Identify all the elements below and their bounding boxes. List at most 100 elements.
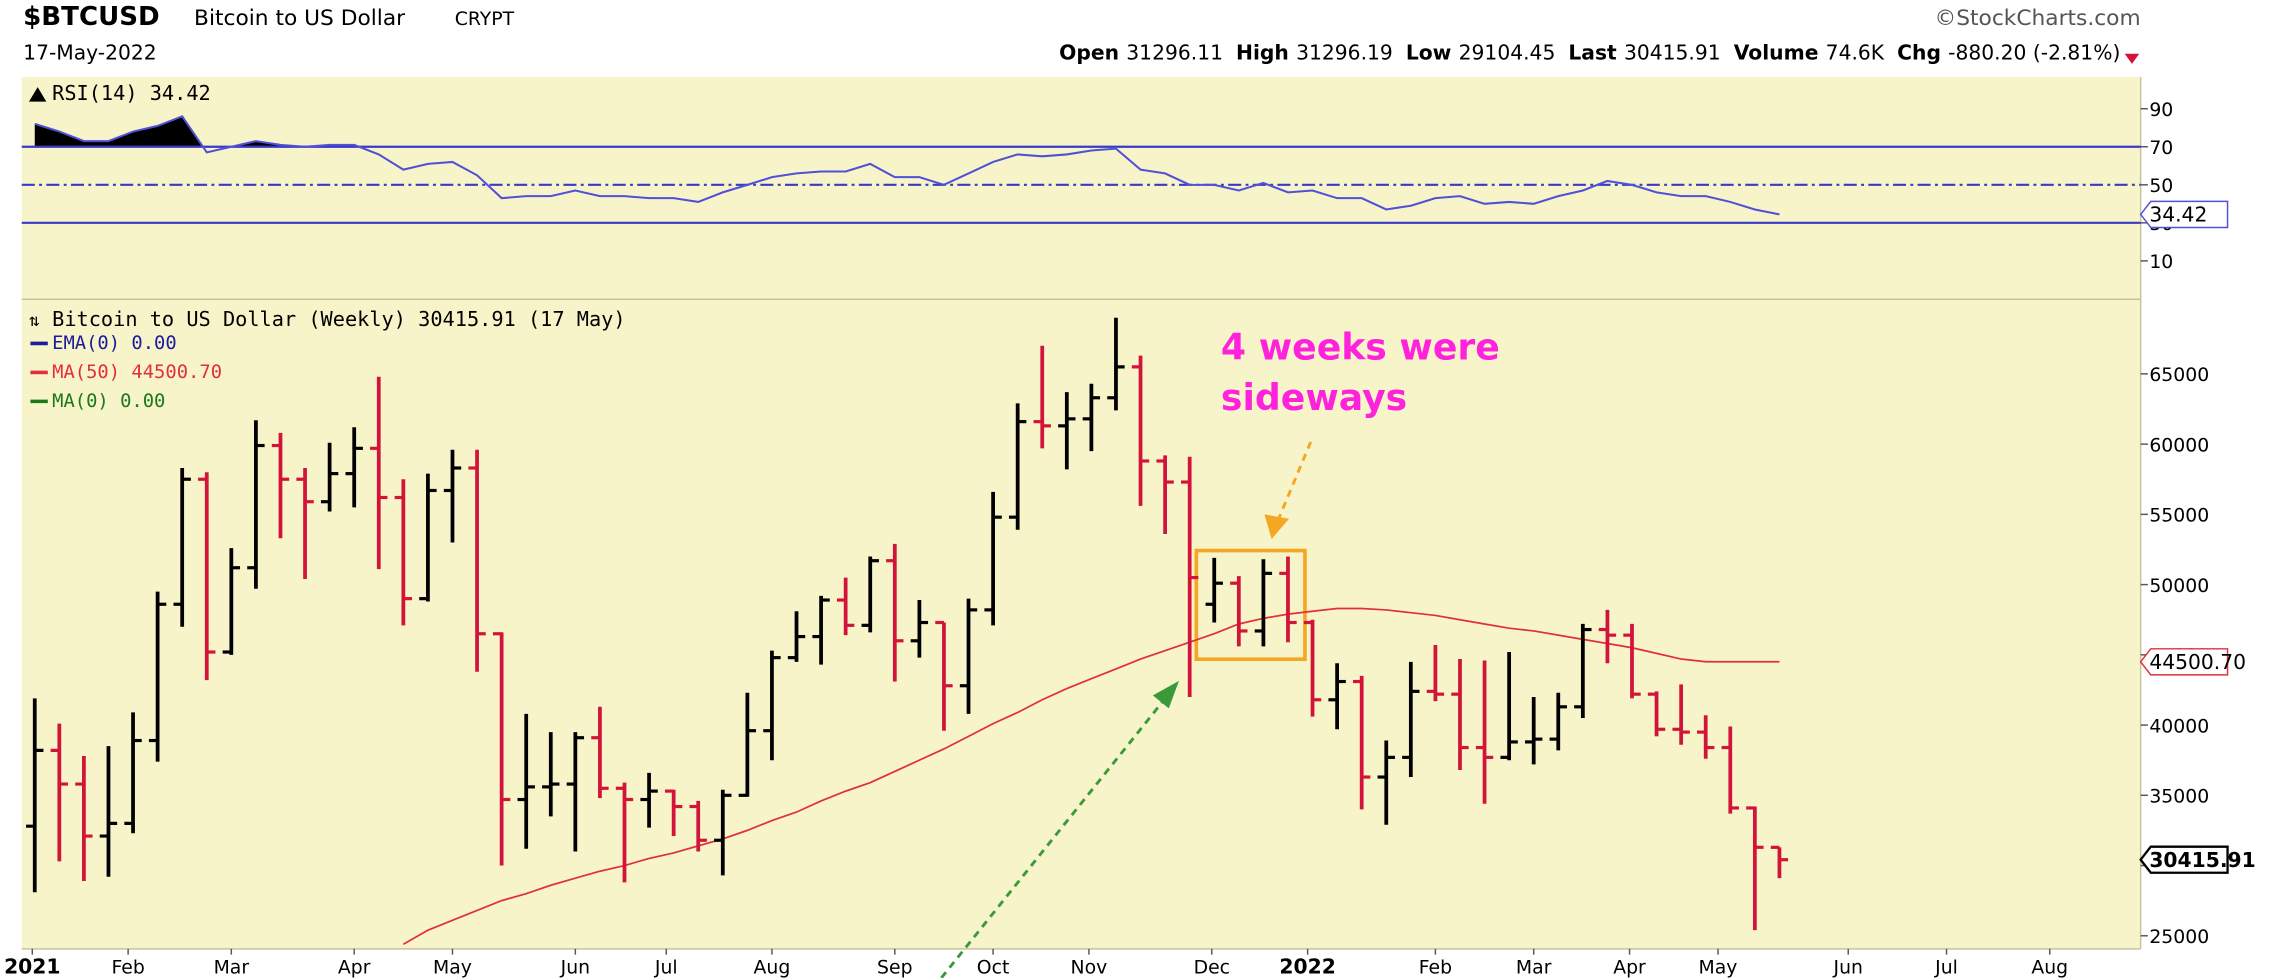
ohlc-bar: [640, 772, 658, 828]
x-tick-label: Jun: [1833, 957, 1863, 978]
ohlc-bar: [99, 746, 118, 877]
green-arrow: [940, 700, 1165, 978]
x-tick-label: Feb: [1419, 957, 1452, 978]
ohlc-bar: [517, 713, 535, 849]
ohlc-bar: [1033, 345, 1051, 449]
x-tick-label: Aug: [2031, 957, 2068, 978]
rsi-icon: [28, 87, 47, 102]
ohlc-bar: [1254, 559, 1273, 647]
rsi-panel: [21, 76, 2141, 299]
price-icon: ⇅: [29, 311, 40, 331]
ohlc-bar: [1647, 691, 1666, 737]
ohlc-bar: [1770, 845, 1789, 879]
ohlc-bar: [1451, 659, 1469, 771]
ohlc-bar: [1230, 576, 1248, 647]
ohlc-bar: [443, 449, 462, 543]
quote-label: Chg: [1897, 41, 1941, 65]
ohlc-bar: [419, 473, 437, 602]
ohlc-bars: [26, 317, 1789, 931]
x-tick-label: Mar: [1516, 957, 1552, 978]
ohlc-bar: [1525, 696, 1543, 765]
legend-entry: EMA(0) 0.00: [52, 333, 177, 354]
orange-arrowhead: [1264, 514, 1290, 539]
ohlc-bar: [345, 427, 363, 508]
legend-entry: MA(50) 44500.70: [52, 362, 222, 383]
y-tick-label: 35000: [2149, 787, 2209, 808]
x-tick-label: Mar: [214, 957, 250, 978]
x-tick-label: May: [1699, 957, 1738, 978]
ohlc-bar: [1082, 383, 1101, 452]
rsi-last-label-box: [2139, 200, 2229, 229]
ohlc-bar: [1500, 652, 1518, 761]
sideways-box: [1194, 548, 1307, 661]
symbol: $BTCUSD: [23, 2, 159, 32]
ohlc-bar: [1475, 660, 1494, 804]
ohlc-bar: [1328, 663, 1346, 730]
ohlc-bar: [173, 468, 191, 627]
ma-last-label: 44500.70: [2149, 650, 2246, 674]
ohlc-bar: [1279, 556, 1297, 643]
quote-value: 30415.91: [1624, 41, 1721, 65]
y-tick-label: 50000: [2149, 576, 2209, 597]
ohlc-bar: [1131, 355, 1150, 506]
x-tick-label: Aug: [754, 957, 791, 978]
date: 17-May-2022: [23, 41, 157, 65]
quote-value: 31296.19: [1296, 41, 1393, 65]
ohlc-bar: [198, 472, 216, 681]
ohlc-bar: [1697, 715, 1715, 759]
ohlc-bar: [296, 468, 314, 579]
quote-label: High: [1236, 41, 1289, 65]
y-tick-label: 50: [2149, 176, 2173, 197]
quote-line: Open 31296.11 High 31296.19 Low 29104.45 Last 3…: [1059, 41, 2120, 65]
ohlc-bar: [1402, 661, 1420, 778]
ohlc-bar: [492, 632, 511, 866]
ohlc-bar: [1107, 317, 1125, 411]
x-tick-label: Oct: [977, 957, 1010, 978]
ohlc-bar: [861, 556, 879, 633]
y-tick-label: 90: [2149, 100, 2173, 121]
change-arrow: [2124, 53, 2140, 64]
ohlc-bar: [1721, 726, 1739, 814]
annotation: sideways: [1221, 376, 1407, 419]
ohlc-bar: [591, 706, 609, 799]
green-arrowhead: [1152, 680, 1179, 709]
ohlc-bar: [26, 698, 44, 893]
ohlc-bar: [836, 577, 855, 636]
quote-label: Volume: [1734, 41, 1819, 65]
y-tick-label: 60000: [2149, 435, 2209, 456]
y-tick-label: 55000: [2149, 506, 2209, 527]
quote-label: Low: [1406, 41, 1452, 65]
y-tick-label: 40000: [2149, 716, 2209, 737]
quote-value: 74.6K: [1826, 41, 1885, 65]
ohlc-bar: [910, 600, 929, 658]
rsi-title: RSI(14) 34.42: [52, 81, 211, 105]
ohlc-bar: [1303, 619, 1322, 717]
ma-last-label-box: [2139, 648, 2229, 676]
ohlc-bar: [1180, 456, 1199, 697]
x-tick-label: Jul: [654, 957, 678, 978]
last-price-label-box: [2139, 845, 2229, 874]
x-tick-label: Apr: [338, 957, 371, 978]
y-tick-label: 25000: [2149, 927, 2209, 948]
ohlc-bar: [763, 650, 781, 761]
ohlc-bar: [1377, 740, 1395, 825]
ohlc-bar: [1672, 684, 1690, 745]
ohlc-bar: [1426, 644, 1445, 702]
y-tick-label: 10: [2149, 252, 2173, 273]
ohlc-bar: [148, 591, 167, 762]
exchange: CRYPT: [455, 9, 515, 30]
ohlc-bar: [1352, 675, 1371, 810]
ohlc-bar: [1598, 609, 1617, 664]
ohlc-bar: [1746, 806, 1764, 931]
x-tick-label: Sep: [877, 957, 912, 978]
ohlc-bar: [959, 598, 978, 714]
ohlc-bar: [394, 479, 413, 626]
x-tick-label: Nov: [1071, 957, 1108, 978]
x-tick-label: Jun: [560, 957, 590, 978]
price-title: Bitcoin to US Dollar (Weekly) 30415.91 (…: [52, 307, 625, 331]
ohlc-bar: [714, 789, 732, 876]
x-tick-label: 2021: [4, 954, 60, 978]
ohlc-bar: [689, 800, 707, 852]
ohlc-bar: [1549, 692, 1567, 751]
